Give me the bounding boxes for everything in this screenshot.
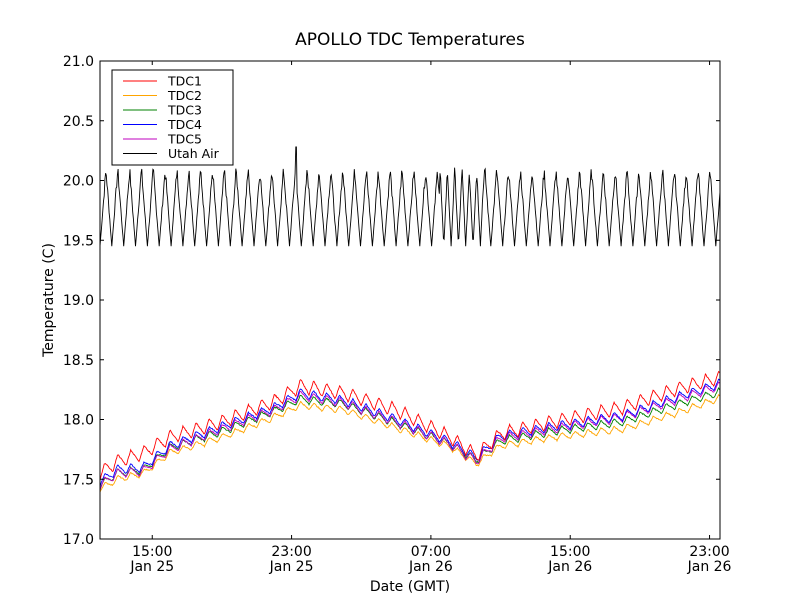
x-tick-label-time: 23:00 [689, 544, 729, 560]
x-axis-label: Date (GMT) [370, 579, 450, 595]
plot-area: 17.0 17.5 18.0 18.5 19.0 19.5 20.0 20.5 21.0 15:… [63, 54, 732, 575]
legend-box [111, 69, 234, 166]
x-tick-label-date: Jan 26 [687, 559, 732, 575]
y-tick-label: 20.0 [63, 174, 94, 190]
legend-label: TDC3 [167, 103, 202, 118]
series-line-tdc4 [100, 378, 720, 488]
x-tick-label-date: Jan 25 [129, 559, 174, 575]
y-axis-label: Temperature (C) [41, 243, 57, 358]
y-tick-label: 20.5 [63, 114, 94, 130]
y-tick-label: 19.5 [63, 233, 94, 249]
series-line-tdc2 [100, 393, 720, 493]
x-tick-label-date: Jan 26 [547, 559, 592, 575]
series-line-tdc5 [100, 381, 720, 491]
y-tick-label: 18.5 [63, 353, 94, 369]
chart-title: APOLLO TDC Temperatures [295, 30, 525, 50]
x-tick-label-time: 23:00 [271, 544, 311, 560]
legend-label: TDC1 [167, 74, 202, 89]
x-tick-label-date: Jan 26 [408, 559, 453, 575]
y-tick-label: 21.0 [63, 54, 94, 70]
x-tick-label-time: 15:00 [550, 544, 590, 560]
y-tick-label: 19.0 [63, 293, 94, 309]
x-tick-label-time: 15:00 [132, 544, 172, 560]
y-axis-ticks: 17.0 17.5 18.0 18.5 19.0 19.5 20.0 20.5 21.0 [63, 54, 720, 548]
x-tick-label-time: 07:00 [411, 544, 451, 560]
y-tick-label: 17.0 [63, 532, 94, 548]
series-group [100, 146, 720, 493]
y-tick-label: 18.0 [63, 413, 94, 429]
y-tick-label: 17.5 [63, 472, 94, 488]
legend-label: TDC5 [167, 132, 202, 147]
series-line-utah-air [100, 146, 720, 247]
legend-label: TDC4 [167, 117, 202, 132]
series-line-tdc1 [100, 370, 720, 481]
x-tick-label-date: Jan 25 [269, 559, 314, 575]
legend-label: TDC2 [167, 88, 202, 103]
legend-label: Utah Air [168, 146, 220, 161]
